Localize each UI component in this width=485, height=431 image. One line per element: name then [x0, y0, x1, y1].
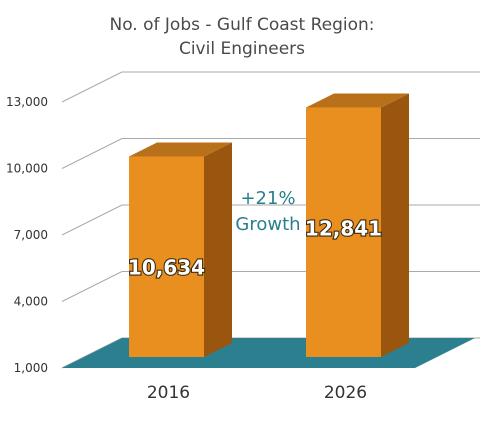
y-tick-label: 7,000: [14, 228, 48, 242]
bar-value-label: 12,841: [305, 216, 382, 240]
x-category-label: 2026: [324, 383, 367, 403]
bar-top: [306, 93, 409, 108]
y-tick-label: 13,000: [6, 95, 48, 109]
bar: [129, 156, 204, 357]
bar-side: [204, 142, 232, 357]
floor: [62, 338, 475, 368]
x-category-label: 2016: [147, 383, 190, 403]
y-axis-ticks: 1,000 4,000 7,000 10,000 13,000: [6, 95, 48, 375]
bars: 10,634 12,841: [127, 93, 409, 357]
gridline-depth: [61, 71, 123, 103]
y-tick-label: 10,000: [6, 162, 48, 176]
floor-plane: [62, 338, 475, 368]
bar-top: [129, 142, 232, 157]
y-tick-label: 4,000: [14, 295, 48, 309]
gridline-depth: [61, 138, 123, 169]
y-tick-label: 1,000: [14, 361, 48, 375]
growth-label-annotation: Growth: [235, 214, 300, 235]
bar-side: [381, 93, 409, 357]
gridline-depth: [61, 271, 123, 302]
bar: [306, 107, 381, 357]
chart-title: No. of Jobs - Gulf Coast Region:: [109, 15, 374, 35]
x-axis-categories: 2016 2026: [147, 383, 367, 403]
growth-percent-annotation: +21%: [240, 188, 295, 209]
gridline-depth: [61, 204, 123, 236]
chart-subtitle: Civil Engineers: [179, 39, 305, 59]
bar-value-label: 10,634: [128, 256, 205, 280]
